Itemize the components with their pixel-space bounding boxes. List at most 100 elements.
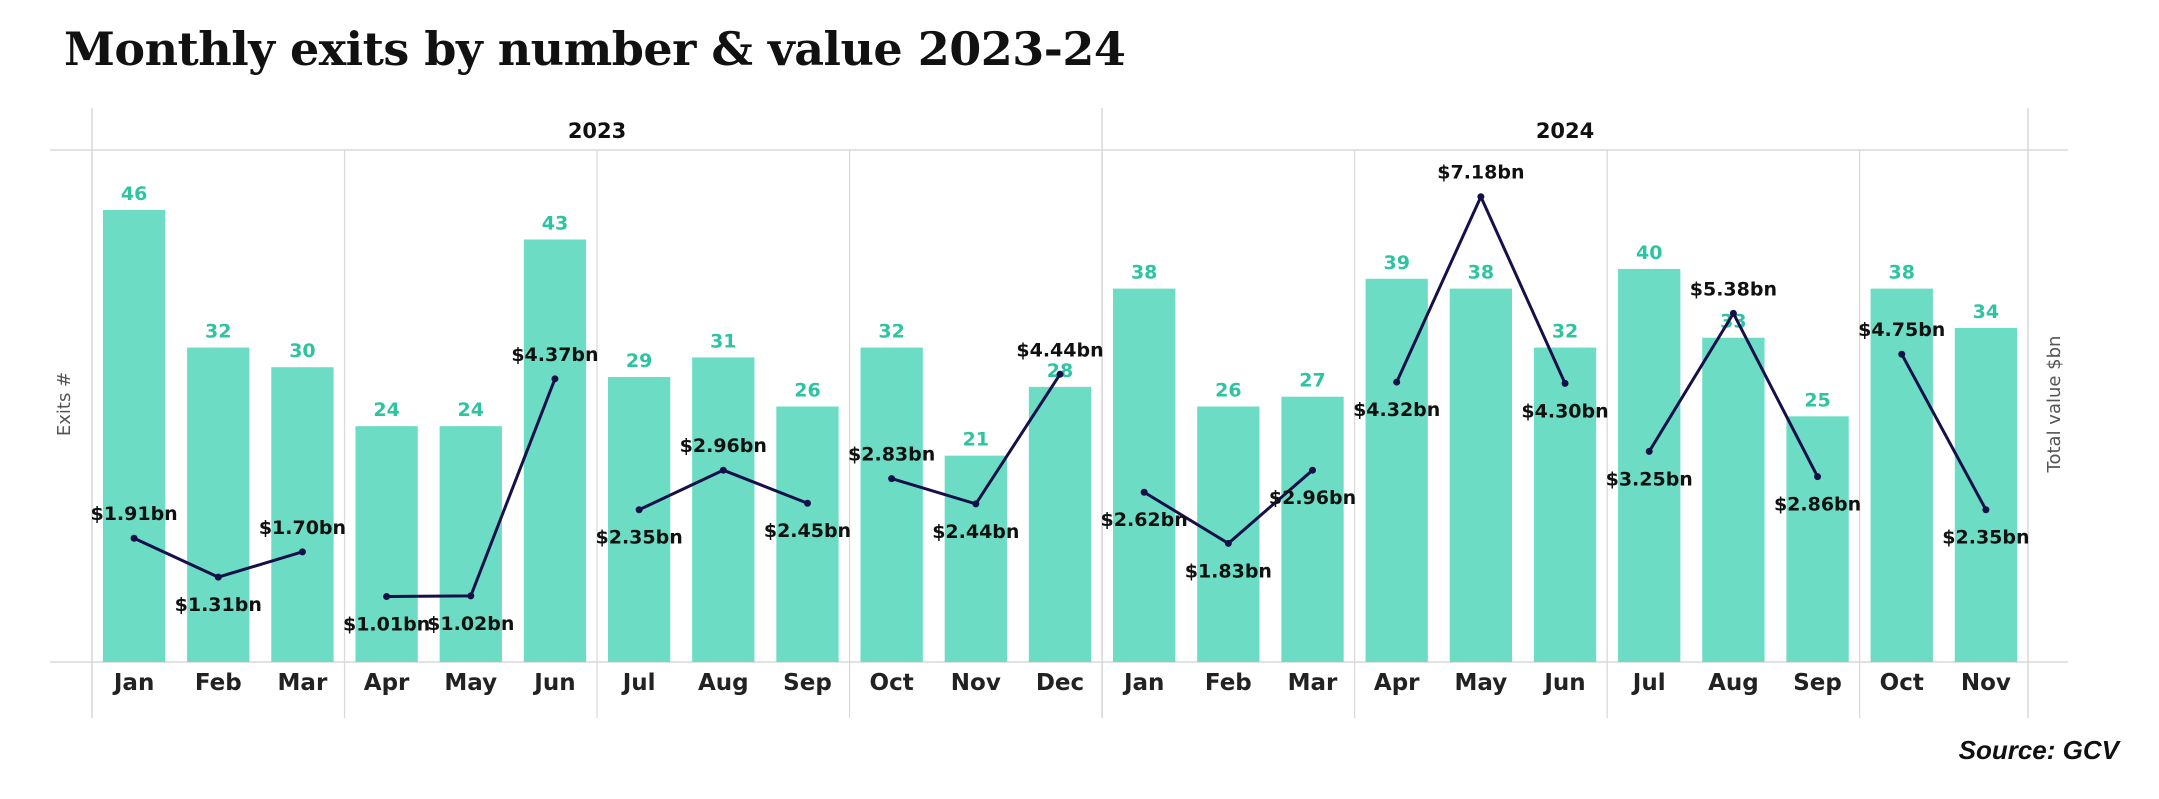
bar-nov-2024: [1954, 327, 2018, 662]
bar-count-label: 24: [373, 399, 399, 421]
value-point: [467, 592, 475, 600]
bar-jun-2024: [1533, 347, 1597, 662]
bar-dec-2023: [1028, 386, 1092, 662]
month-tick-label: Feb: [1205, 670, 1252, 696]
value-label: $2.62bn: [1101, 509, 1188, 531]
month-tick-label: Aug: [1708, 670, 1759, 696]
bar-count-label: 32: [1552, 321, 1578, 343]
value-label: $4.30bn: [1521, 400, 1608, 422]
value-label: $3.25bn: [1606, 468, 1693, 490]
bar-jun-2023: [523, 239, 587, 662]
bar-sep-2024: [1786, 416, 1849, 662]
value-point: [635, 506, 643, 514]
value-label: $5.38bn: [1690, 278, 1777, 300]
value-label: $1.70bn: [259, 517, 346, 539]
value-point: [719, 466, 727, 474]
value-point: [1898, 350, 1906, 358]
bar-count-label: 24: [458, 399, 484, 421]
bar-count-label: 43: [542, 212, 568, 234]
value-label: $1.83bn: [1185, 560, 1272, 582]
bar-nov-2023: [944, 455, 1007, 662]
value-point: [298, 548, 306, 556]
bar-apr-2023: [355, 426, 418, 662]
bar-jan-2024: [1113, 288, 1176, 662]
value-label: $2.86bn: [1774, 494, 1861, 516]
month-tick-label: Sep: [783, 670, 832, 696]
bar-feb-2024: [1197, 406, 1260, 662]
month-tick-label: Oct: [870, 670, 914, 696]
bar-count-label: 29: [626, 350, 652, 372]
value-label: $1.02bn: [427, 613, 514, 635]
bar-count-label: 46: [121, 183, 147, 205]
bar-count-label: 25: [1804, 389, 1830, 411]
value-label: $1.01bn: [343, 614, 430, 636]
value-label: $4.32bn: [1353, 399, 1440, 421]
value-point: [1056, 370, 1064, 378]
value-label: $7.18bn: [1437, 162, 1524, 184]
month-tick-label: Nov: [951, 670, 1001, 696]
value-point: [888, 475, 896, 483]
value-label: $2.96bn: [680, 435, 767, 457]
month-tick-label: Jun: [532, 670, 575, 696]
month-tick-label: Aug: [698, 670, 749, 696]
bar-aug-2023: [692, 357, 755, 662]
value-line-quarter-8: [1900, 353, 1988, 511]
value-point: [214, 573, 222, 581]
month-tick-label: Jun: [1542, 670, 1585, 696]
year-label-2023: 2023: [568, 119, 626, 143]
value-point: [1729, 309, 1737, 317]
bar-oct-2023: [860, 347, 923, 662]
bar-may-2024: [1449, 288, 1513, 662]
month-tick-label: Apr: [364, 670, 410, 696]
bar-jan-2023: [102, 210, 166, 662]
month-tick-label: Jan: [112, 670, 154, 696]
bar-count-label: 32: [878, 321, 904, 343]
month-tick-label: Feb: [195, 670, 242, 696]
value-label: $2.35bn: [1942, 527, 2029, 549]
value-point: [130, 534, 138, 542]
month-tick-label: Jan: [1122, 670, 1164, 696]
month-tick-label: Jul: [621, 670, 656, 696]
value-point: [383, 593, 391, 601]
month-tick-label: Mar: [1288, 670, 1338, 696]
y-axis-left-title: Exits #: [54, 372, 75, 436]
bar-count-label: 26: [794, 380, 820, 402]
month-tick-label: Mar: [278, 670, 328, 696]
value-label: $4.44bn: [1016, 339, 1103, 361]
value-point: [1393, 378, 1401, 386]
bar-count-label: 21: [963, 429, 989, 451]
value-point: [1814, 473, 1822, 481]
value-label: $2.45bn: [764, 520, 851, 542]
bar-count-label: 26: [1215, 380, 1241, 402]
bar-feb-2023: [187, 347, 250, 662]
bar-jul-2024: [1618, 268, 1681, 662]
month-tick-label: Apr: [1374, 670, 1420, 696]
value-label: $2.35bn: [596, 527, 683, 549]
value-point: [803, 499, 811, 507]
source-note: Source: GCV: [1958, 735, 2119, 765]
bar-count-label: 30: [289, 340, 315, 362]
value-point: [1982, 506, 1990, 514]
bar-mar-2023: [271, 367, 334, 662]
bar-sep-2023: [776, 406, 839, 662]
bar-count-label: 40: [1636, 242, 1662, 264]
value-label: $1.91bn: [90, 503, 177, 525]
bar-count-label: 38: [1468, 262, 1494, 284]
month-tick-label: May: [444, 670, 497, 696]
value-point: [1477, 193, 1485, 201]
bar-count-label: 39: [1383, 252, 1409, 274]
bar-apr-2024: [1365, 278, 1428, 662]
value-point: [551, 375, 559, 383]
month-tick-label: Nov: [1961, 670, 2011, 696]
value-label: $1.31bn: [175, 594, 262, 616]
value-point: [1309, 466, 1317, 474]
bar-count-label: 38: [1131, 262, 1157, 284]
bar-aug-2024: [1702, 337, 1765, 662]
value-label: $2.44bn: [932, 521, 1019, 543]
year-label-2024: 2024: [1536, 119, 1594, 143]
value-label: $4.75bn: [1858, 319, 1945, 341]
value-label: $2.96bn: [1269, 487, 1356, 509]
value-label: $2.83bn: [848, 444, 935, 466]
bar-oct-2024: [1870, 288, 1933, 662]
